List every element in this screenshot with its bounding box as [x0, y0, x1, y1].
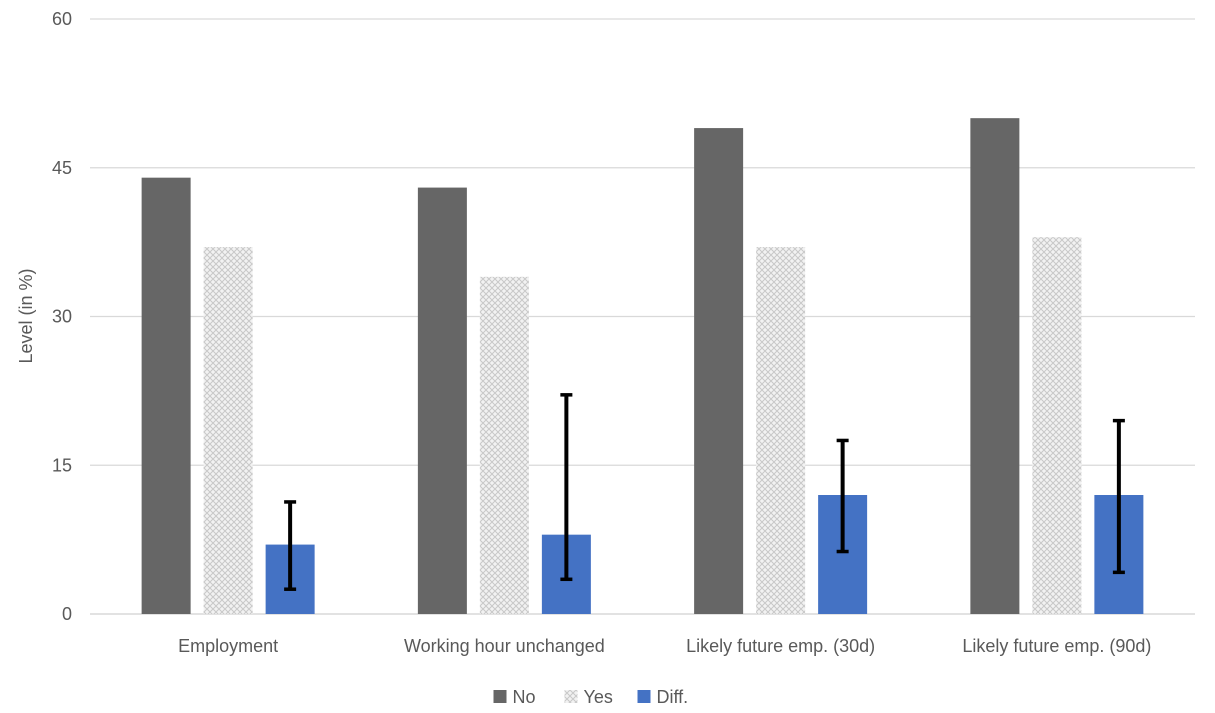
legend-swatch-yes [564, 690, 578, 703]
legend: No Yes Diff. [493, 687, 689, 707]
legend-label: Diff. [657, 687, 689, 707]
bar-no-3 [970, 118, 1020, 615]
bar-no-2 [694, 128, 744, 615]
y-tick-label: 15 [52, 455, 72, 475]
bar-no-0 [141, 177, 191, 614]
y-tick-label: 30 [52, 307, 72, 327]
x-category-label: Working hour unchanged [404, 636, 605, 656]
y-tick-label: 60 [52, 9, 72, 29]
bar-yes-0 [203, 247, 253, 615]
x-category-label: Likely future emp. (90d) [962, 636, 1151, 656]
y-axis-ticks: 0 15 30 45 60 [52, 9, 72, 624]
bar-no-1 [417, 187, 467, 615]
y-tick-label: 0 [62, 604, 72, 624]
bar-yes-1 [479, 276, 529, 614]
legend-swatch-diff [637, 690, 651, 703]
error-bars [284, 393, 1125, 591]
x-category-label: Likely future emp. (30d) [686, 636, 875, 656]
legend-label: Yes [584, 687, 613, 707]
legend-swatch-no [493, 690, 507, 703]
legend-label: No [513, 687, 536, 707]
x-category-label: Employment [178, 636, 278, 656]
y-tick-label: 45 [52, 158, 72, 178]
bar-yes-3 [1032, 237, 1082, 614]
bar-yes-2 [756, 247, 806, 615]
y-axis-label: Level (in %) [16, 268, 36, 363]
x-axis-categories: Employment Working hour unchanged Likely f… [178, 636, 1151, 656]
gridlines [90, 18, 1195, 615]
